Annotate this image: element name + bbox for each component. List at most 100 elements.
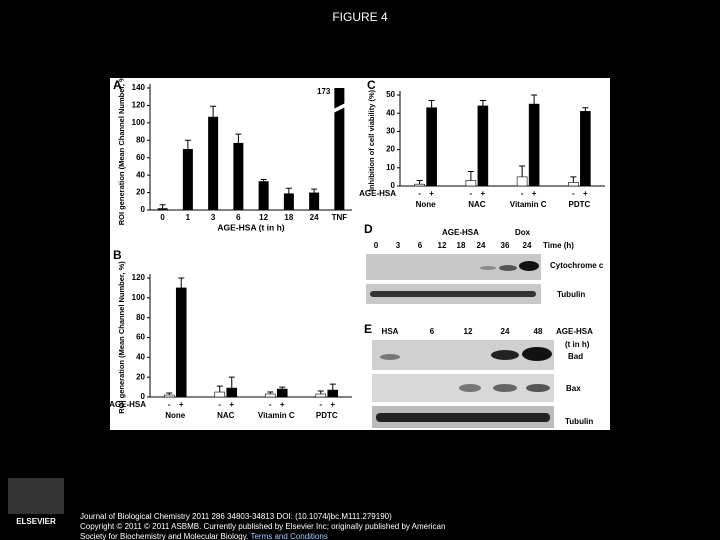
bar [264,393,276,398]
error-bar [329,383,336,391]
y-axis-label: ROI generation (Mean Channel Number, %) [117,72,126,225]
bar [182,149,193,210]
error-bar [311,188,318,193]
slide-title: FIGURE 4 [332,10,388,24]
y-tick-label: 0 [141,392,146,401]
y-tick-label: 50 [386,90,395,99]
blot-lane-label: 12 [464,327,473,336]
legend-sign: + [532,189,537,198]
axis-break [331,102,348,114]
legend-sign: + [330,400,335,409]
error-bar [235,133,242,143]
bar [276,388,288,398]
panel-label: A [113,78,122,92]
x-tick-label: NAC [468,200,486,209]
panel-label: C [367,78,376,92]
bar [315,393,327,398]
bar [465,180,477,187]
copyright: Copyright © 2011 © 2011 ASBMB. Currently… [80,522,446,531]
legend-sign: + [280,400,285,409]
blot-time-label: Time (h) [543,241,574,250]
x-tick-label: None [416,200,437,209]
blot-band [522,347,552,361]
blot-lane-label: 6 [430,327,435,336]
error-bar [228,376,235,389]
y-tick-label: 60 [136,333,145,342]
terms-link[interactable]: Terms and Conditions [250,532,328,540]
x-tick-label: 3 [211,213,216,222]
y-tick-label: 140 [132,83,146,92]
panel-labels: A B C D E [113,78,376,336]
bar [309,192,320,210]
bar [226,387,238,398]
y-tick-label: 80 [136,313,145,322]
legend-sign: + [429,189,434,198]
blot-lane-label: 24 [501,327,510,336]
error-bar [285,187,292,194]
legend-sign: - [572,189,575,198]
copyright-line: Society for Biochemistry and Molecular B… [80,532,328,540]
legend-sign: - [168,400,171,409]
panel-label: B [113,248,122,262]
y-tick-label: 60 [136,153,145,162]
blot-lane-label: 12 [438,241,447,250]
blot-group-label: AGE-HSA [442,228,479,237]
blot-lane-label: 6 [418,241,423,250]
blot-row-label: Tubulin [557,290,585,299]
error-bar [166,392,173,396]
error-bar [416,180,423,185]
blot-row-label: Tubulin [565,417,593,426]
legend-sign: + [481,189,486,198]
data-label: 173 [317,87,331,96]
blot-band [519,261,539,271]
bar [334,88,345,210]
y-tick-label: 120 [132,273,146,282]
x-row-label: AGE-HSA [359,189,396,198]
copyright-text: Society for Biochemistry and Molecular B… [80,532,249,540]
error-bar [216,385,223,393]
x-tick-label: 12 [259,213,268,222]
legend-sign: - [269,400,272,409]
x-tick-label: 18 [284,213,293,222]
blot-unit: (t in h) [565,340,590,349]
x-axis-label: AGE-HSA (t in h) [217,222,284,232]
blot-band [499,265,517,271]
bar [327,389,339,398]
bar [163,394,175,398]
blot-lane-label: 24 [477,241,486,250]
blot-band [480,266,496,270]
bar [214,391,226,398]
blot-band [380,354,400,360]
error-bar [210,105,217,117]
y-tick-label: 120 [132,101,146,110]
bar [580,111,591,187]
y-tick-label: 100 [132,118,146,127]
panel-label: D [364,222,373,236]
blot-band [370,291,536,297]
y-tick-label: 10 [386,163,395,172]
x-tick-label: TNF [332,213,348,222]
blot-group-label: Dox [515,228,531,237]
x-tick-label: PDTC [568,200,590,209]
x-row-label: AGE-HSA [109,400,146,409]
x-tick-label: Vitamin C [258,411,295,420]
x-tick-label: 0 [160,213,165,222]
y-tick-label: 80 [136,135,145,144]
y-tick-label: 40 [136,352,145,361]
blot-lane-label: 0 [374,241,379,250]
legend-sign: - [218,400,221,409]
x-tick-label: None [165,411,186,420]
x-tick-label: 1 [186,213,191,222]
error-bar [531,94,538,105]
error-bar [519,165,526,177]
error-bar [279,386,286,390]
y-tick-label: 30 [386,127,395,136]
blot-band [493,384,517,392]
citation: Journal of Biological Chemistry 2011 286… [80,512,392,521]
bar [528,103,540,187]
y-axis-label: Inhibition of cell viability (%) [367,89,376,191]
blot-lane-label: 48 [534,327,543,336]
y-tick-label: 100 [132,293,146,302]
